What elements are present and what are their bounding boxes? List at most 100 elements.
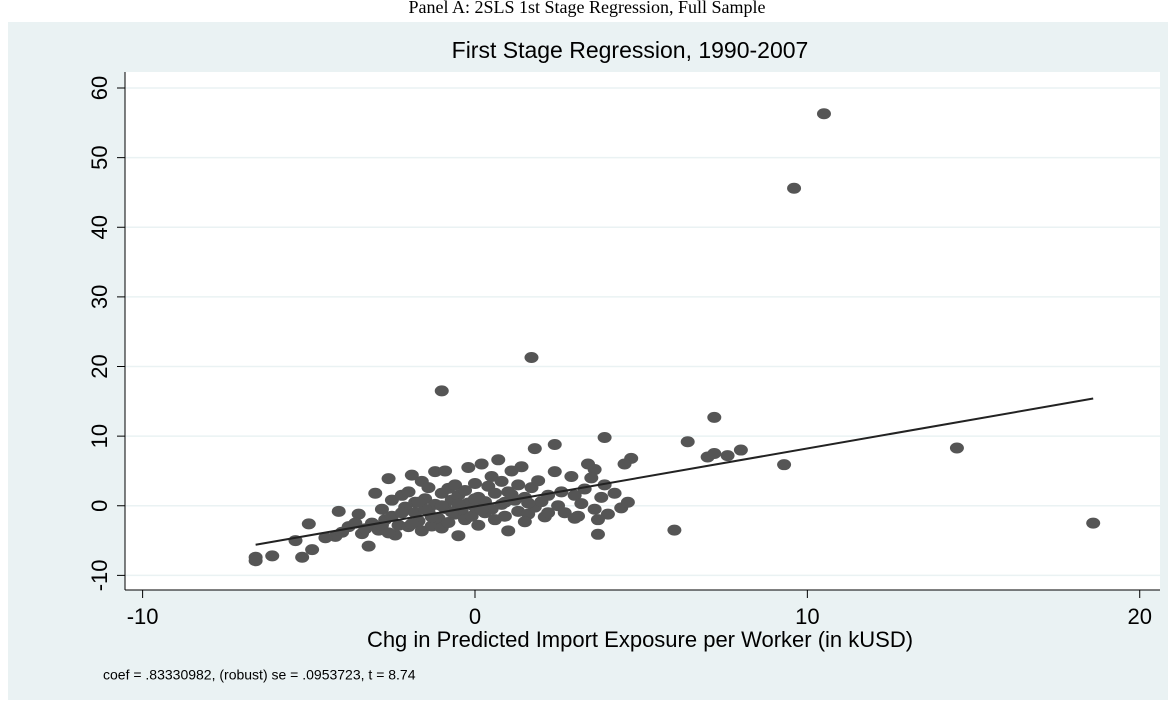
data-point xyxy=(607,487,622,499)
data-point xyxy=(394,507,409,519)
plot-region xyxy=(125,72,1160,590)
data-point xyxy=(597,479,612,491)
data-point xyxy=(949,442,964,454)
data-point xyxy=(381,473,396,485)
data-point xyxy=(557,507,572,519)
data-point xyxy=(361,540,376,552)
data-point xyxy=(448,479,463,491)
data-point xyxy=(474,458,489,470)
data-point xyxy=(501,525,516,537)
data-point xyxy=(265,550,280,562)
data-point xyxy=(351,508,366,520)
data-point xyxy=(414,525,429,537)
data-point xyxy=(524,351,539,363)
data-point xyxy=(295,551,310,563)
fit-line xyxy=(255,397,1094,546)
data-point xyxy=(434,385,449,397)
data-point xyxy=(511,479,526,491)
y-tick-label: 0 xyxy=(87,500,112,512)
y-tick-label: 50 xyxy=(87,145,112,169)
data-point xyxy=(587,503,602,515)
data-point xyxy=(248,555,263,567)
data-point xyxy=(541,507,556,519)
x-tick-label: 0 xyxy=(469,604,481,629)
data-point xyxy=(374,503,389,515)
data-point xyxy=(590,514,605,526)
data-point xyxy=(458,484,473,496)
data-point xyxy=(547,438,562,450)
y-tick-label: 30 xyxy=(87,285,112,309)
data-point xyxy=(484,471,499,483)
data-point xyxy=(404,518,419,530)
data-point xyxy=(368,487,383,499)
y-tick-label: 40 xyxy=(87,215,112,239)
data-point xyxy=(331,505,346,517)
data-point xyxy=(504,489,519,501)
data-point xyxy=(816,108,831,120)
data-point xyxy=(474,504,489,516)
data-point xyxy=(680,436,695,448)
data-point xyxy=(438,465,453,477)
data-point xyxy=(494,475,509,487)
data-point xyxy=(467,493,482,505)
data-point xyxy=(777,459,792,471)
data-point xyxy=(531,475,546,487)
data-point xyxy=(451,530,466,542)
x-tick-label: 10 xyxy=(795,604,819,629)
data-point xyxy=(574,498,589,510)
data-point xyxy=(441,516,456,528)
data-point xyxy=(434,500,449,512)
y-tick-label: 10 xyxy=(87,424,112,448)
x-tick-label: -10 xyxy=(127,604,159,629)
data-point xyxy=(600,508,615,520)
panel-header: Panel A: 2SLS 1st Stage Regression, Full… xyxy=(408,0,765,17)
data-point xyxy=(471,519,486,531)
y-tick-label: 60 xyxy=(87,76,112,100)
data-point xyxy=(514,461,529,473)
data-point xyxy=(527,443,542,455)
x-tick-label: 20 xyxy=(1127,604,1151,629)
data-point xyxy=(318,532,333,544)
data-point xyxy=(491,454,506,466)
data-point xyxy=(787,182,802,194)
data-point xyxy=(467,477,482,489)
data-point xyxy=(567,489,582,501)
data-point xyxy=(381,527,396,539)
note: coef = .83330982, (robust) se = .0953723… xyxy=(103,667,416,683)
data-point xyxy=(707,448,722,460)
data-point xyxy=(584,472,599,484)
data-point xyxy=(564,471,579,483)
data-point xyxy=(305,544,320,556)
data-point xyxy=(733,444,748,456)
x-axis-label: Chg in Predicted Import Exposure per Wor… xyxy=(367,627,913,652)
data-point xyxy=(617,458,632,470)
data-point xyxy=(620,496,635,508)
data-point xyxy=(720,450,735,462)
data-point xyxy=(461,461,476,473)
data-point xyxy=(404,469,419,481)
data-point xyxy=(464,510,479,522)
data-point xyxy=(597,432,612,444)
data-point xyxy=(547,466,562,478)
data-point xyxy=(401,486,416,498)
data-point xyxy=(517,516,532,528)
data-point xyxy=(421,482,436,494)
data-point xyxy=(667,524,682,536)
data-point xyxy=(411,496,426,508)
data-point xyxy=(1086,517,1101,529)
data-point xyxy=(580,458,595,470)
y-tick-label: -10 xyxy=(87,559,112,591)
data-point xyxy=(521,497,536,509)
chart-title: First Stage Regression, 1990-2007 xyxy=(452,37,809,63)
data-point xyxy=(497,510,512,522)
data-point xyxy=(301,518,316,530)
data-point xyxy=(590,528,605,540)
data-point xyxy=(567,512,582,524)
data-point xyxy=(487,487,502,499)
y-tick-label: 20 xyxy=(87,354,112,378)
data-point xyxy=(707,411,722,423)
data-point xyxy=(594,491,609,503)
data-point xyxy=(384,494,399,506)
